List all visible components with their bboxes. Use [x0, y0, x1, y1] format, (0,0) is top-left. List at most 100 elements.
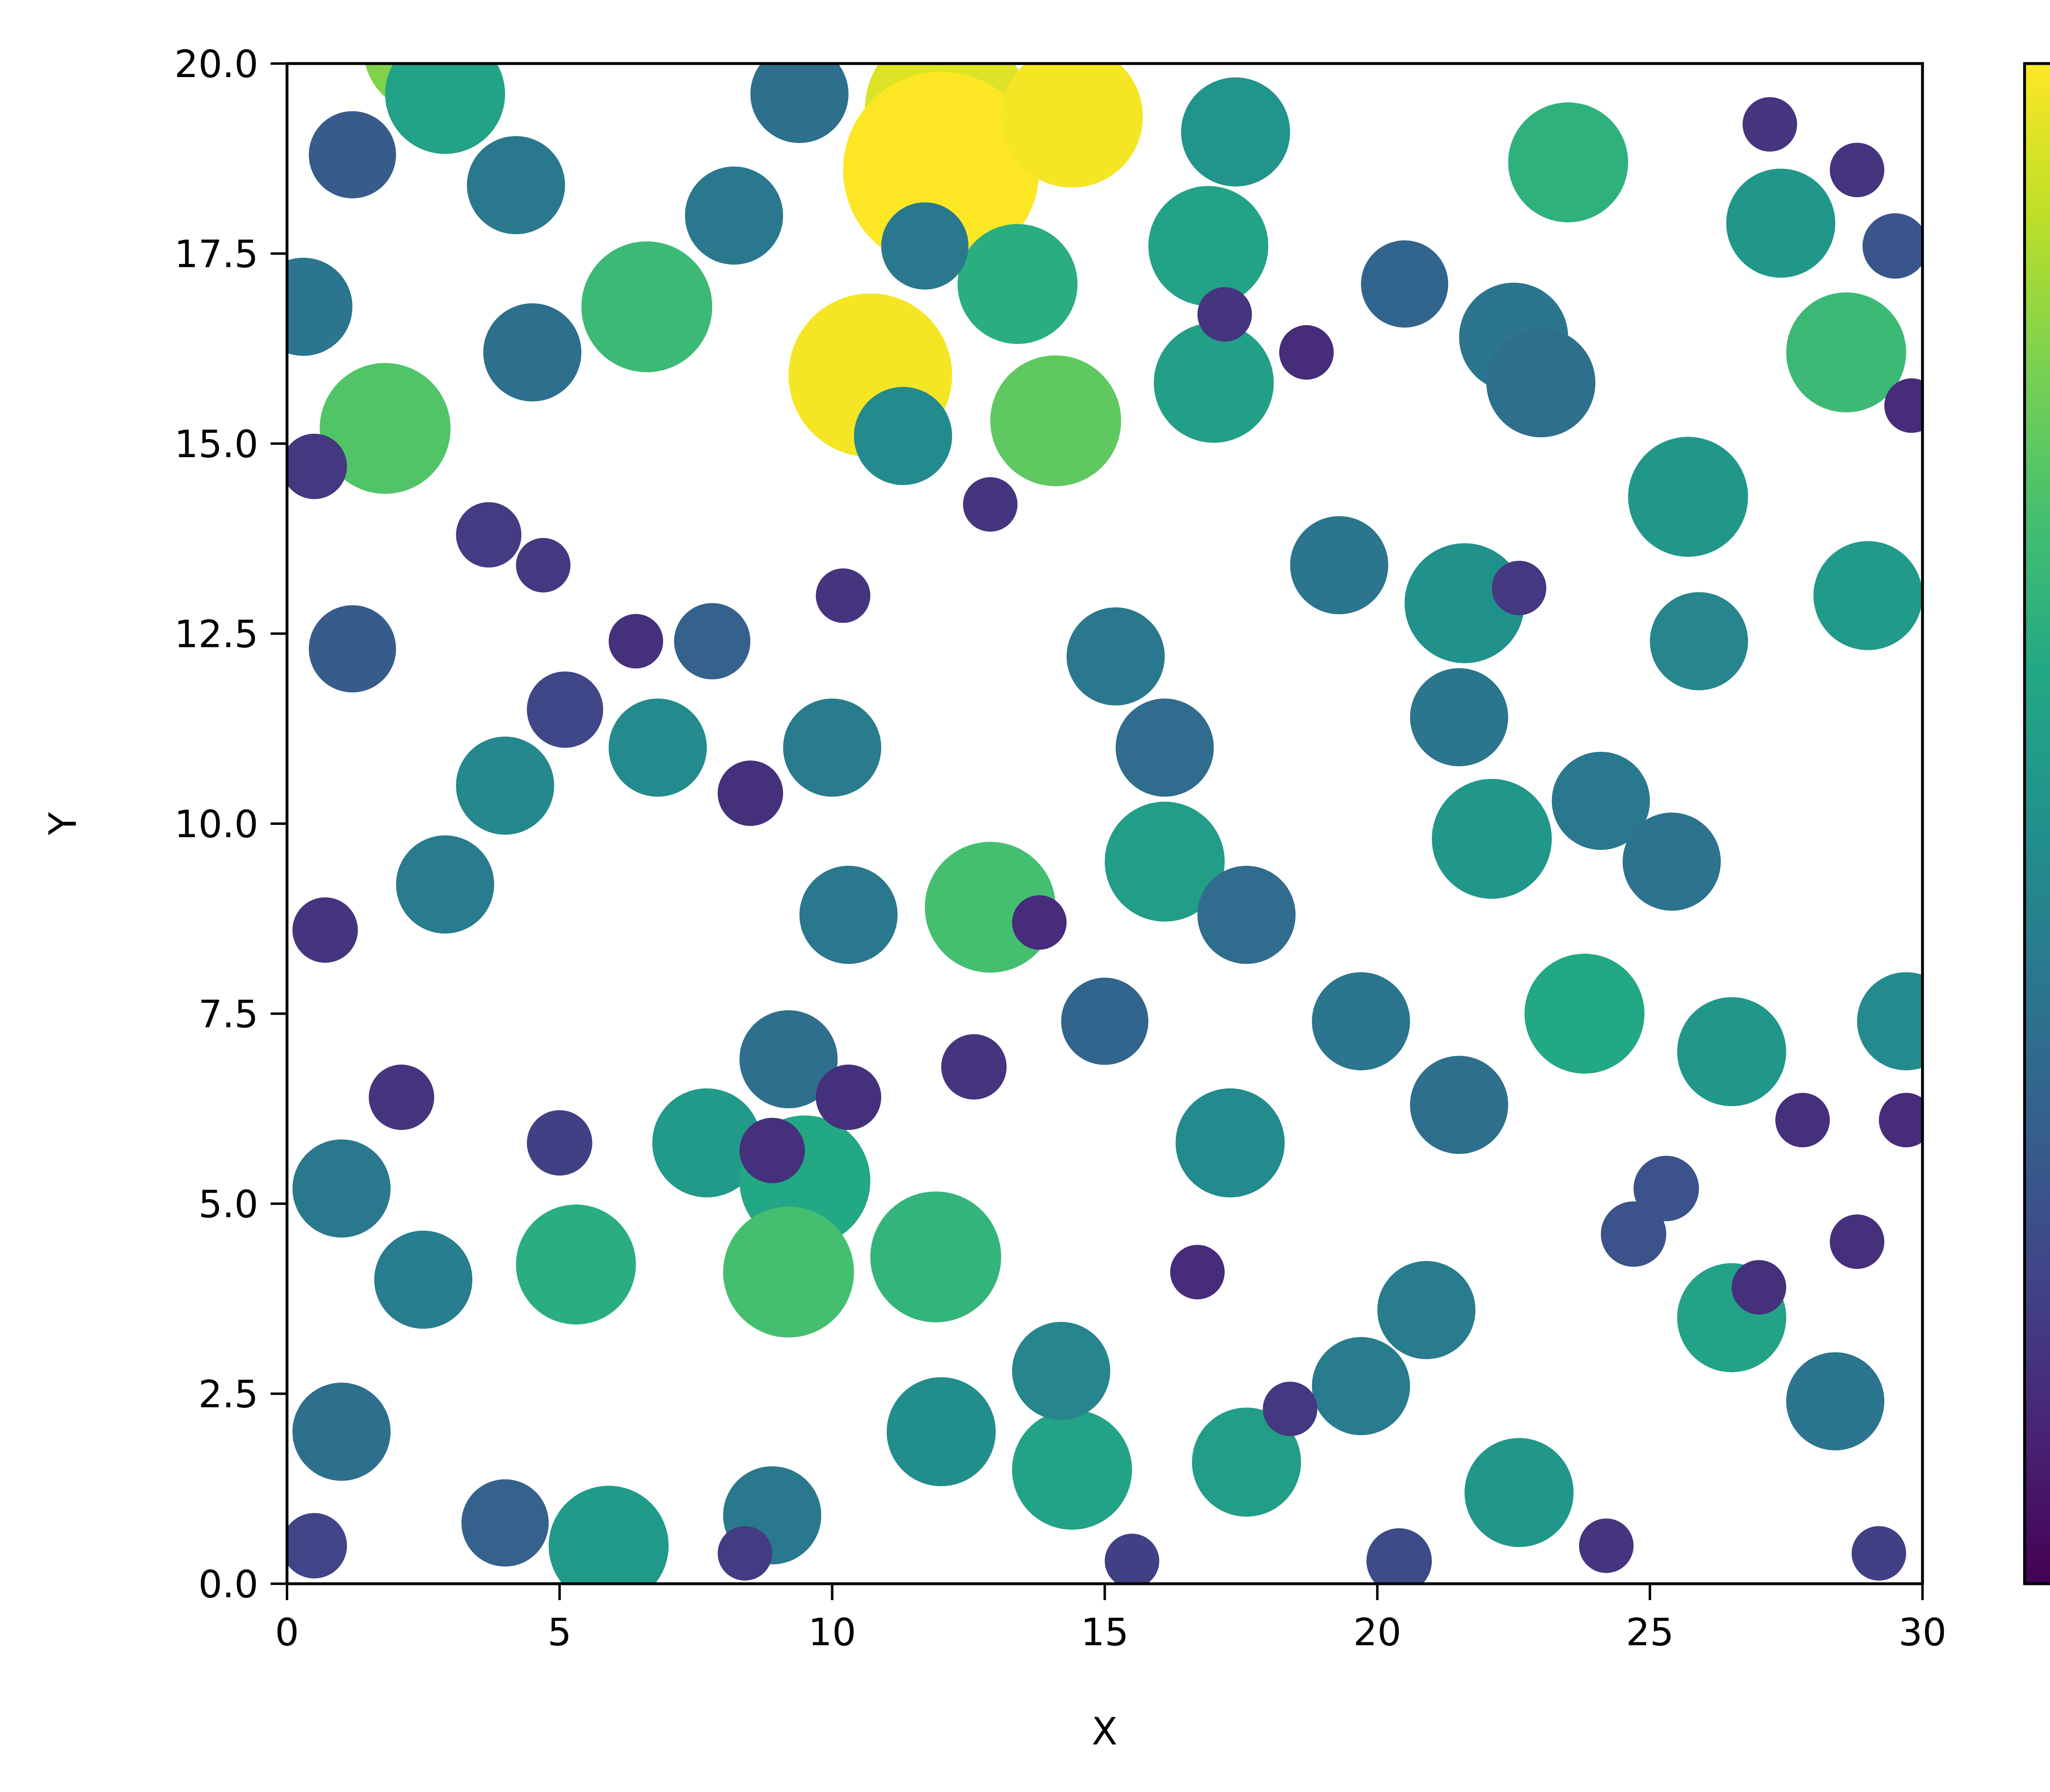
data-point: [608, 614, 663, 669]
data-point: [287, 257, 353, 356]
data-point: [1731, 1260, 1786, 1315]
y-tick-label: 2.5: [198, 1373, 258, 1416]
data-point: [718, 761, 783, 826]
x-tick-label: 10: [808, 1610, 856, 1654]
data-point: [1486, 328, 1596, 437]
data-point: [1154, 323, 1274, 443]
data-point: [1263, 1382, 1318, 1437]
y-tick-label: 7.5: [198, 993, 258, 1036]
data-point: [652, 1088, 761, 1198]
y-tick-label: 0.0: [198, 1562, 258, 1606]
data-point: [1465, 1438, 1574, 1547]
data-point: [527, 1110, 592, 1176]
x-tick-label: 15: [1081, 1610, 1129, 1654]
data-point: [309, 111, 396, 198]
y-tick-label: 5.0: [198, 1182, 258, 1226]
data-point: [1279, 325, 1334, 380]
x-axis-ticks: 0 5 10 15 20 25 30: [275, 1584, 1947, 1654]
data-point: [374, 1230, 473, 1329]
data-point: [1404, 543, 1525, 663]
data-point: [483, 303, 582, 402]
data-point: [608, 698, 707, 797]
data-point: [1175, 1088, 1285, 1198]
data-point: [1622, 813, 1721, 911]
data-point: [1786, 1352, 1884, 1450]
data-point: [1884, 378, 1922, 433]
data-point: [1116, 698, 1214, 797]
data-point: [1012, 895, 1067, 950]
data-point: [1012, 1409, 1132, 1530]
data-point: [1650, 592, 1748, 690]
x-tick-label: 25: [1626, 1610, 1674, 1654]
data-point: [287, 1513, 347, 1579]
data-point: [1197, 865, 1296, 964]
colorbar: [2023, 62, 2050, 1585]
data-point: [1492, 560, 1547, 615]
data-point: [292, 897, 358, 963]
data-point: [1312, 972, 1410, 1070]
data-point: [292, 1382, 391, 1481]
data-point: [1066, 607, 1165, 706]
data-point: [1105, 802, 1225, 922]
data-point: [1001, 64, 1143, 188]
data-point: [1879, 1093, 1922, 1148]
data-point: [516, 538, 571, 593]
data-point: [1579, 1518, 1634, 1573]
y-axis-label: Y: [41, 812, 85, 836]
data-point: [1432, 779, 1552, 899]
data-point: [1105, 1533, 1159, 1584]
data-point: [385, 64, 505, 154]
data-point: [685, 166, 783, 265]
x-axis-label: X: [1091, 1710, 1117, 1753]
data-point: [1742, 97, 1797, 152]
data-point: [815, 568, 870, 623]
data-point: [1852, 1526, 1906, 1581]
data-point: [1813, 541, 1922, 650]
data-point: [674, 603, 751, 680]
data-point: [287, 433, 347, 499]
data-point: [1829, 1214, 1884, 1269]
data-point: [1312, 1337, 1410, 1435]
data-point: [1148, 186, 1269, 306]
data-point: [1786, 292, 1906, 412]
data-point: [815, 1064, 882, 1130]
data-point: [1192, 1407, 1301, 1517]
data-point: [881, 202, 969, 290]
data-point: [396, 835, 494, 934]
y-tick-label: 12.5: [174, 613, 258, 656]
data-point: [292, 1139, 391, 1238]
data-point: [319, 363, 451, 494]
scatter-points: [287, 64, 1922, 1584]
y-tick-label: 15.0: [174, 422, 258, 466]
data-point: [1829, 143, 1884, 198]
data-point: [854, 387, 952, 485]
data-point: [456, 736, 554, 835]
data-point: [461, 1479, 549, 1567]
data-point: [1775, 1093, 1830, 1148]
data-point: [870, 1191, 1001, 1323]
data-point: [1862, 213, 1922, 279]
data-point: [1197, 287, 1252, 342]
data-point: [369, 1064, 435, 1130]
data-point: [1366, 1528, 1432, 1584]
data-point: [549, 1486, 669, 1584]
data-point: [957, 224, 1078, 344]
data-point: [516, 1205, 636, 1325]
data-point: [1524, 954, 1645, 1074]
data-point: [990, 355, 1121, 486]
data-point: [1290, 516, 1388, 615]
data-point: [581, 241, 713, 372]
data-point: [718, 1526, 772, 1581]
data-point: [1601, 1201, 1667, 1267]
y-tick-label: 17.5: [174, 232, 258, 276]
data-point: [1410, 1056, 1508, 1154]
data-point: [723, 1207, 854, 1338]
data-point: [456, 502, 522, 568]
data-point: [1377, 1261, 1476, 1359]
x-tick-label: 20: [1353, 1610, 1401, 1654]
data-point: [963, 477, 1018, 532]
data-point: [1857, 972, 1922, 1070]
data-point: [1170, 1245, 1225, 1300]
data-point: [750, 64, 849, 143]
